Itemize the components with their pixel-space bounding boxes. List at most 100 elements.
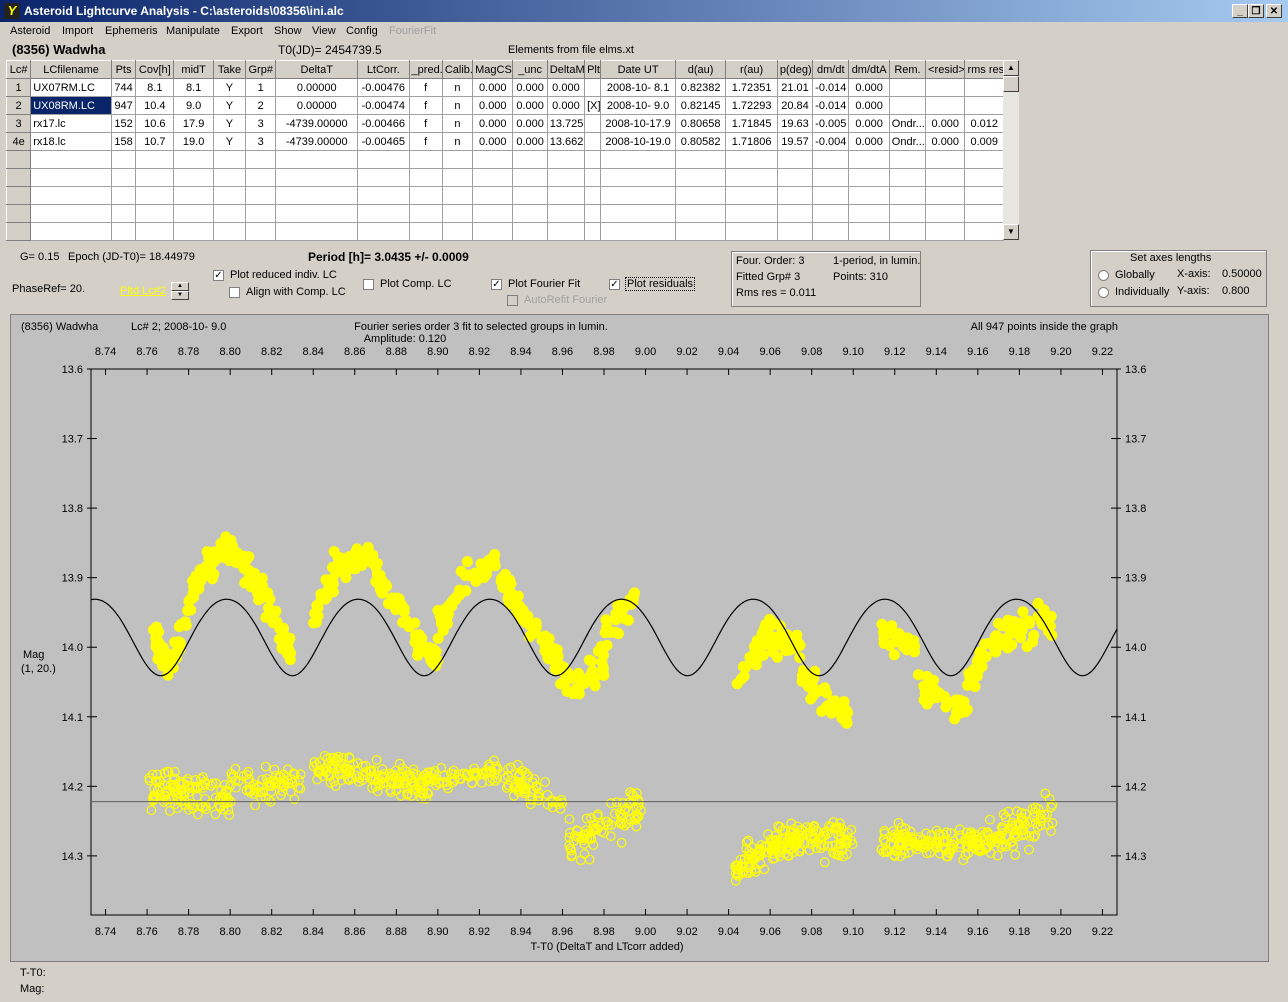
table-cell[interactable]: Y [212, 114, 247, 133]
table-cell[interactable]: UX07RM.LC [30, 78, 112, 97]
table-cell[interactable]: -0.00465 [357, 132, 410, 151]
table-cell[interactable] [725, 150, 778, 169]
table-cell[interactable] [245, 168, 277, 187]
table-cell[interactable] [441, 168, 474, 187]
table-cell[interactable]: 0.000 [848, 132, 890, 151]
table-cell[interactable]: 0.000 [925, 114, 966, 133]
table-cell[interactable]: Y [212, 78, 247, 97]
table-cell[interactable] [110, 186, 137, 205]
table-cell[interactable]: 2008-10-19.0 [600, 132, 676, 151]
table-cell[interactable] [408, 204, 443, 223]
spin-up-icon[interactable]: ▲ [171, 282, 189, 291]
table-cell[interactable]: 0.000 [546, 96, 586, 115]
menu-manipulate[interactable]: Manipulate [166, 25, 220, 37]
table-cell[interactable] [546, 186, 586, 205]
align-comp-checkbox[interactable] [229, 287, 240, 298]
column-header[interactable]: Take [212, 60, 247, 79]
table-cell[interactable] [600, 204, 676, 223]
menu-show[interactable]: Show [274, 25, 302, 37]
table-cell[interactable]: Y [212, 132, 247, 151]
table-row[interactable]: 2 UX08RM.LC 947 10.4 9.0 Y 2 0.00000 -0.00474 f n 0… [5, 96, 1004, 115]
table-cell[interactable] [584, 114, 602, 133]
table-cell[interactable] [725, 204, 778, 223]
column-header[interactable]: DeltaM [546, 60, 586, 79]
row-header[interactable] [5, 222, 32, 241]
table-cell[interactable] [584, 222, 602, 241]
lightcurve-plot-panel[interactable]: (8356) Wadwha Lc# 2; 2008-10- 9.0 Fourie… [10, 314, 1269, 962]
table-cell[interactable] [472, 150, 514, 169]
table-cell[interactable] [848, 150, 890, 169]
table-cell[interactable]: 2008-10- 9.0 [600, 96, 676, 115]
plot-reduced-checkbox[interactable]: ✓ [213, 270, 224, 281]
table-cell[interactable]: 17.9 [173, 114, 214, 133]
column-header[interactable]: rms res [964, 60, 1004, 79]
column-header[interactable]: d(au) [674, 60, 727, 79]
menu-asteroid[interactable]: Asteroid [10, 25, 51, 37]
table-cell[interactable] [600, 168, 676, 187]
table-row[interactable] [5, 204, 1004, 223]
table-cell[interactable]: 1.72293 [725, 96, 778, 115]
table-cell[interactable]: n [441, 114, 474, 133]
table-cell[interactable] [512, 168, 548, 187]
table-cell[interactable] [173, 168, 214, 187]
table-cell[interactable] [888, 168, 927, 187]
table-cell[interactable]: 0.00000 [275, 78, 359, 97]
table-cell[interactable] [110, 168, 137, 187]
table-cell[interactable] [546, 168, 586, 187]
globally-radio[interactable] [1098, 270, 1109, 281]
table-cell[interactable]: -0.014 [812, 96, 850, 115]
table-cell[interactable] [546, 222, 586, 241]
table-cell[interactable]: 19.0 [173, 132, 214, 151]
table-cell[interactable]: -4739.00000 [275, 114, 359, 133]
table-cell[interactable]: 0.80658 [674, 114, 727, 133]
table-cell[interactable]: 0.00000 [275, 96, 359, 115]
table-cell[interactable]: -0.00476 [357, 78, 410, 97]
table-cell[interactable] [245, 222, 277, 241]
table-cell[interactable]: 2008-10-17.9 [600, 114, 676, 133]
table-cell[interactable]: 0.000 [848, 78, 890, 97]
table-cell[interactable]: -0.005 [812, 114, 850, 133]
table-cell[interactable]: n [441, 96, 474, 115]
table-cell[interactable] [812, 150, 850, 169]
table-cell[interactable] [674, 204, 727, 223]
table-cell[interactable] [848, 204, 890, 223]
lightcurve-plot[interactable]: (8356) Wadwha Lc# 2; 2008-10- 9.0 Fourie… [11, 315, 1268, 961]
table-cell[interactable]: 0.000 [472, 114, 514, 133]
table-cell[interactable] [408, 168, 443, 187]
table-cell[interactable]: 20.84 [776, 96, 814, 115]
menu-config[interactable]: Config [346, 25, 378, 37]
table-cell[interactable] [776, 204, 814, 223]
table-cell[interactable] [848, 168, 890, 187]
table-cell[interactable] [776, 222, 814, 241]
table-cell[interactable] [725, 168, 778, 187]
column-header[interactable]: LCfilename [30, 60, 112, 79]
table-cell[interactable]: 0.82145 [674, 96, 727, 115]
table-cell[interactable] [964, 150, 1004, 169]
table-cell[interactable] [408, 150, 443, 169]
table-cell[interactable]: 0.000 [472, 96, 514, 115]
table-cell[interactable] [357, 150, 410, 169]
column-header[interactable]: dm/dt [812, 60, 850, 79]
table-cell[interactable] [964, 168, 1004, 187]
table-cell[interactable]: Ondr... [888, 132, 927, 151]
table-cell[interactable]: 0.000 [848, 96, 890, 115]
table-cell[interactable] [584, 132, 602, 151]
column-header[interactable]: r(au) [725, 60, 778, 79]
table-cell[interactable] [848, 186, 890, 205]
autorefit-checkbox[interactable] [507, 295, 518, 306]
table-cell[interactable]: 0.80582 [674, 132, 727, 151]
table-cell[interactable] [212, 204, 247, 223]
close-button[interactable]: ✕ [1266, 4, 1282, 18]
minimize-button[interactable]: _ [1232, 4, 1248, 18]
column-header[interactable]: LtCorr. [357, 60, 410, 79]
table-cell[interactable] [584, 186, 602, 205]
lightcurve-table[interactable]: Lc# LCfilename Pts Cov[h] midT Take Grp# DeltaT… [5, 60, 1004, 241]
table-cell[interactable]: f [408, 96, 443, 115]
table-cell[interactable] [512, 186, 548, 205]
table-cell[interactable] [110, 150, 137, 169]
table-cell[interactable] [275, 222, 359, 241]
column-header[interactable]: Plt [584, 60, 602, 79]
table-cell[interactable] [584, 78, 602, 97]
menu-ephemeris[interactable]: Ephemeris [105, 25, 158, 37]
table-cell[interactable]: 1.71845 [725, 114, 778, 133]
